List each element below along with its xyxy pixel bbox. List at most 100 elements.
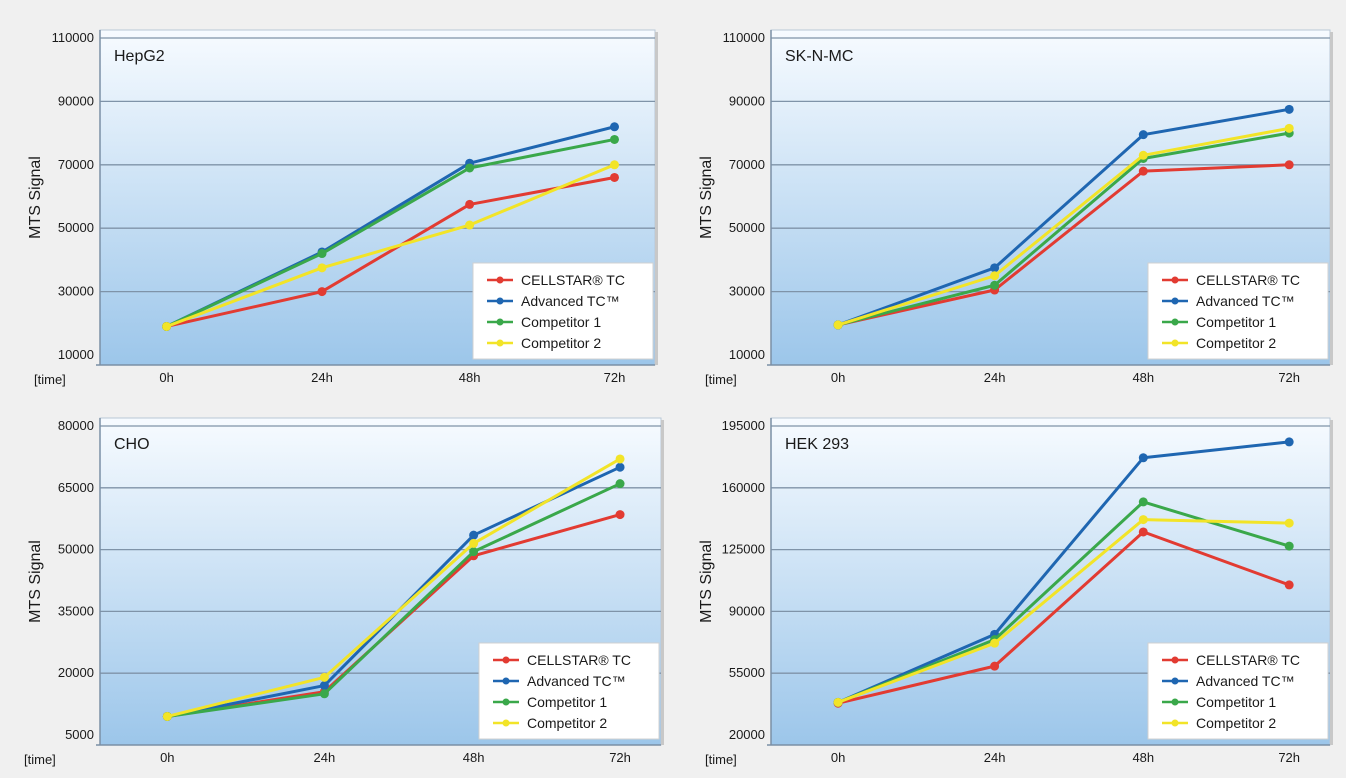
data-point (469, 538, 479, 548)
legend-swatch-dot (1171, 297, 1179, 305)
data-point (990, 661, 1000, 671)
legend-entry: Competitor 1 (1196, 314, 1276, 330)
data-point (469, 547, 479, 557)
data-point (465, 220, 475, 230)
y-tick-label: 50000 (58, 220, 94, 235)
chart-panel-3: 5000 20000 35000 50000 65000 80000 0h 24h 48h 72h… (24, 417, 664, 767)
data-point (317, 249, 327, 259)
chart-title: CHO (114, 436, 150, 453)
x-tick-label: 72h (609, 750, 631, 765)
y-tick-label: 50000 (58, 542, 94, 557)
legend-swatch-dot (496, 318, 504, 326)
y-tick-label: 50000 (729, 220, 765, 235)
x-tick-label: 0h (160, 750, 174, 765)
data-point (833, 320, 843, 330)
data-point (1284, 518, 1294, 528)
x-tick-label: 0h (831, 750, 845, 765)
series-line-1 (837, 530, 1290, 705)
legend-entry: CELLSTAR® TC (527, 652, 631, 668)
chart-title: HEK 293 (785, 436, 849, 453)
data-point (990, 280, 1000, 290)
plot-shadow (1330, 32, 1333, 365)
legend: CELLSTAR® TC Advanced TC™ Competitor 1 Comp… (478, 642, 660, 740)
legend: CELLSTAR® TC Advanced TC™ Competitor 1 Comp… (472, 262, 654, 360)
data-point (1138, 150, 1148, 160)
y-tick-label: 5000 (65, 727, 94, 742)
data-point (465, 163, 475, 173)
data-point (319, 681, 329, 691)
series-line-4 (837, 126, 1290, 327)
series-line-4 (166, 457, 621, 718)
series-line-2 (837, 107, 1290, 327)
legend-swatch-dot (1171, 276, 1179, 284)
data-point (1138, 166, 1148, 176)
y-tick-label: 90000 (729, 603, 765, 618)
legend-swatch-dot (496, 339, 504, 347)
y-axis-label: MTS Signal (27, 156, 44, 239)
data-point (317, 287, 327, 297)
legend-entry: CELLSTAR® TC (1196, 652, 1300, 668)
data-point (1284, 160, 1294, 170)
x-tick-label: 48h (1132, 750, 1154, 765)
y-tick-label: 125000 (722, 542, 765, 557)
plot-shadow (655, 32, 658, 365)
legend-swatch-dot (1171, 719, 1179, 727)
data-point (615, 454, 625, 464)
series-line-2 (837, 440, 1290, 704)
data-point (1138, 497, 1148, 507)
legend-entry: CELLSTAR® TC (521, 272, 625, 288)
data-point (833, 697, 843, 707)
data-point (1138, 515, 1148, 525)
data-point (1284, 580, 1294, 590)
legend-swatch-dot (496, 297, 504, 305)
x-tick-label: 24h (984, 370, 1006, 385)
y-tick-label: 10000 (729, 347, 765, 362)
legend-entry: Competitor 1 (521, 314, 601, 330)
chart-title: SK-N-MC (785, 48, 853, 65)
legend-entry: Advanced TC™ (527, 673, 626, 689)
data-point (615, 462, 625, 472)
chart-panel-4: 20000 55000 90000 125000 160000 195000 0h 24h 48… (698, 417, 1333, 767)
x-tick-label: 24h (311, 370, 333, 385)
series-line-3 (167, 482, 621, 718)
x-tick-label: 48h (463, 750, 485, 765)
x-tick-label: 48h (1132, 370, 1154, 385)
series-line-4 (837, 518, 1290, 704)
x-axis-label: [time] (24, 752, 56, 767)
data-point (609, 122, 619, 132)
legend-entry: CELLSTAR® TC (1196, 272, 1300, 288)
y-tick-label: 110000 (52, 30, 94, 45)
legend-swatch-dot (1171, 677, 1179, 685)
y-tick-label: 55000 (729, 665, 765, 680)
x-tick-label: 72h (1278, 750, 1300, 765)
y-tick-label: 70000 (729, 157, 765, 172)
legend-entry: Competitor 2 (527, 715, 607, 731)
y-axis-label: MTS Signal (698, 156, 715, 239)
data-point (1284, 123, 1294, 133)
series-line-4 (166, 163, 616, 328)
legend-swatch-dot (496, 276, 504, 284)
y-tick-label: 35000 (58, 603, 94, 618)
legend: CELLSTAR® TC Advanced TC™ Competitor 1 Comp… (1147, 262, 1329, 360)
y-axis-label: MTS Signal (698, 540, 715, 623)
legend-entry: Competitor 2 (1196, 715, 1276, 731)
data-point (319, 689, 329, 699)
x-tick-label: 72h (604, 370, 626, 385)
data-point (609, 160, 619, 170)
legend-swatch-dot (1171, 698, 1179, 706)
legend-entry: Advanced TC™ (1196, 293, 1295, 309)
legend-swatch-dot (1171, 656, 1179, 664)
y-tick-label: 90000 (729, 93, 765, 108)
data-point (615, 510, 625, 520)
data-point (1138, 453, 1148, 463)
y-tick-label: 65000 (58, 480, 94, 495)
y-tick-label: 20000 (729, 727, 765, 742)
data-point (1284, 437, 1294, 447)
x-tick-label: 48h (459, 370, 481, 385)
x-tick-label: 0h (831, 370, 845, 385)
data-point (609, 134, 619, 144)
y-tick-label: 80000 (58, 418, 94, 433)
chart-panel-1: 10000 30000 50000 70000 90000 110000 0h 24h 48h 7… (27, 29, 658, 387)
y-tick-label: 20000 (58, 665, 94, 680)
